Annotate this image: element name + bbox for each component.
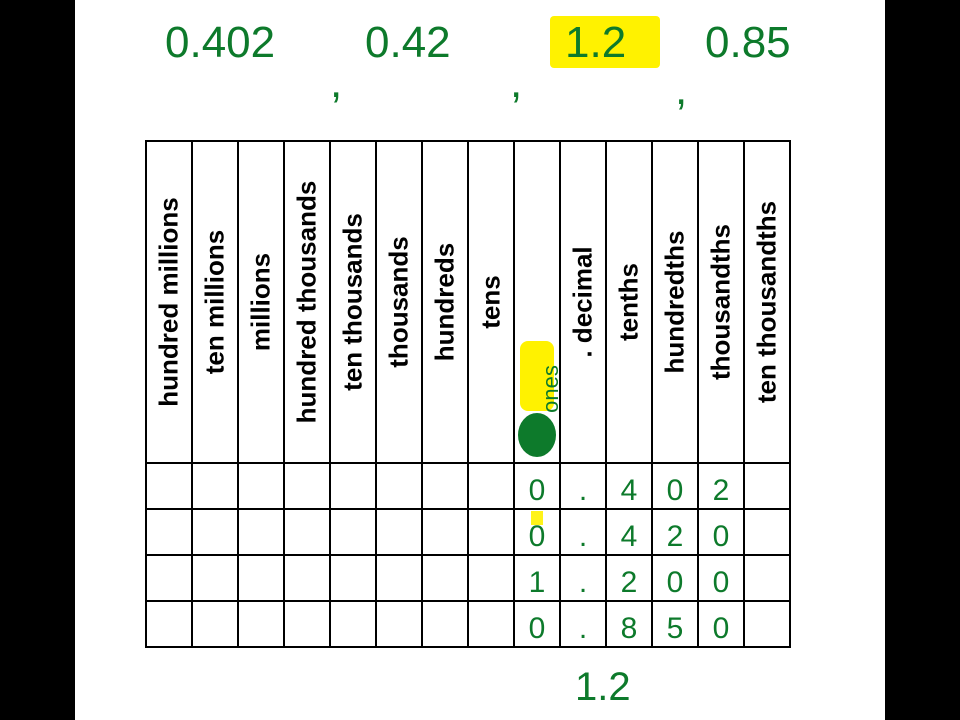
table-cell <box>744 509 790 555</box>
top-num-2: 1.2 <box>565 18 626 68</box>
table-cell <box>238 601 284 647</box>
table-cell <box>376 509 422 555</box>
table-cell: 4 <box>606 509 652 555</box>
table-row: 0.402 <box>146 463 790 509</box>
table-cell <box>330 555 376 601</box>
table-cell <box>238 555 284 601</box>
table-cell <box>376 601 422 647</box>
table-cell <box>192 463 238 509</box>
table-cell: 0 <box>514 601 560 647</box>
col-header: thousandths <box>698 141 744 463</box>
table-row: 0.420 <box>146 509 790 555</box>
table-cell: 4 <box>606 463 652 509</box>
comma-2: , <box>675 65 687 115</box>
table-cell <box>744 555 790 601</box>
comma-1: , <box>510 58 522 108</box>
table-cell: 0 <box>652 555 698 601</box>
table-cell <box>192 555 238 601</box>
table-cell <box>330 509 376 555</box>
col-header: ten thousandths <box>744 141 790 463</box>
table-cell <box>192 601 238 647</box>
table-cell <box>468 601 514 647</box>
col-header: hundred millions <box>146 141 192 463</box>
table-cell <box>744 463 790 509</box>
table-row: 1.200 <box>146 555 790 601</box>
table-cell <box>468 509 514 555</box>
table-cell <box>468 463 514 509</box>
table-cell <box>468 555 514 601</box>
col-header: tenths <box>606 141 652 463</box>
table-cell <box>422 463 468 509</box>
comma-0: , <box>330 58 342 108</box>
col-header: hundred thousands <box>284 141 330 463</box>
table-cell <box>284 463 330 509</box>
col-header: . decimal <box>560 141 606 463</box>
table-cell <box>146 555 192 601</box>
table-cell <box>284 509 330 555</box>
top-num-0: 0.402 <box>165 18 275 68</box>
table-row: 0.850 <box>146 601 790 647</box>
table-cell: . <box>560 601 606 647</box>
chart-body: 0.4020.4201.2000.850 <box>146 463 790 647</box>
table-cell <box>330 463 376 509</box>
table-cell: . <box>560 463 606 509</box>
place-value-chart: hundred millionsten millionsmillionshund… <box>145 140 791 648</box>
ones-label: ones <box>538 365 564 413</box>
top-numbers-row: 0.402 , 0.42 , 1.2 , 0.85 <box>115 10 845 100</box>
table-cell <box>376 463 422 509</box>
table-cell <box>422 601 468 647</box>
header-row: hundred millionsten millionsmillionshund… <box>146 141 790 463</box>
table-cell: 0 <box>698 601 744 647</box>
table-cell <box>146 601 192 647</box>
table-cell <box>284 601 330 647</box>
table-cell <box>192 509 238 555</box>
table-cell: 0 <box>514 463 560 509</box>
table-cell: . <box>560 509 606 555</box>
col-header: hundreds <box>422 141 468 463</box>
cell-highlight <box>531 511 543 525</box>
bottom-answer: 1.2 <box>575 665 631 710</box>
table-cell: 5 <box>652 601 698 647</box>
table-cell <box>330 601 376 647</box>
table-cell <box>146 463 192 509</box>
table-cell: 8 <box>606 601 652 647</box>
top-num-3: 0.85 <box>705 18 791 68</box>
table-cell <box>422 509 468 555</box>
table-cell <box>376 555 422 601</box>
table-cell: 2 <box>606 555 652 601</box>
table-cell <box>238 463 284 509</box>
table-cell <box>238 509 284 555</box>
table-cell: 2 <box>698 463 744 509</box>
col-header: hundredths <box>652 141 698 463</box>
table-cell: 2 <box>652 509 698 555</box>
col-header: ten millions <box>192 141 238 463</box>
table-cell <box>146 509 192 555</box>
table-cell: . <box>560 555 606 601</box>
col-header: tens <box>468 141 514 463</box>
whiteboard: 0.402 , 0.42 , 1.2 , 0.85 hundred millio… <box>75 0 885 720</box>
table-cell <box>284 555 330 601</box>
table-cell: 1 <box>514 555 560 601</box>
table-cell: 0 <box>698 555 744 601</box>
top-num-1: 0.42 <box>365 18 451 68</box>
table-cell <box>422 555 468 601</box>
table-cell: 0 <box>652 463 698 509</box>
col-header: thousands <box>376 141 422 463</box>
col-header: ten thousands <box>330 141 376 463</box>
table-cell <box>744 601 790 647</box>
col-header: millions <box>238 141 284 463</box>
ones-scribble <box>518 413 556 457</box>
table-cell: 0 <box>698 509 744 555</box>
